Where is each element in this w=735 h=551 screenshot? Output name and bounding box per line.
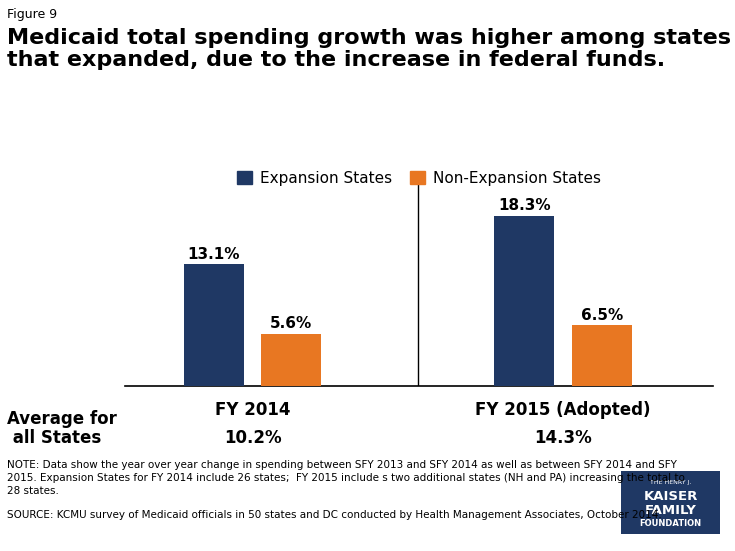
Text: 14.3%: 14.3% [534, 429, 592, 447]
Text: 6.5%: 6.5% [581, 307, 623, 323]
Text: FAMILY: FAMILY [645, 504, 697, 517]
Text: FOUNDATION: FOUNDATION [639, 519, 702, 528]
Bar [262, 334, 321, 386]
Text: Medicaid total spending growth was higher among states
that expanded, due to the: Medicaid total spending growth was highe… [7, 28, 731, 70]
Text: KAISER: KAISER [644, 490, 698, 503]
Bar [184, 264, 244, 386]
Bar [495, 216, 554, 386]
Text: 13.1%: 13.1% [187, 246, 240, 262]
Text: 5.6%: 5.6% [270, 316, 312, 331]
Text: 18.3%: 18.3% [498, 198, 551, 213]
Text: NOTE: Data show the year over year change in spending between SFY 2013 and SFY 2: NOTE: Data show the year over year chang… [7, 460, 685, 496]
Text: all States: all States [7, 429, 101, 447]
Legend: Expansion States, Non-Expansion States: Expansion States, Non-Expansion States [231, 165, 607, 192]
Text: FY 2014: FY 2014 [215, 402, 290, 419]
Text: FY 2015 (Adopted): FY 2015 (Adopted) [476, 402, 651, 419]
Text: Figure 9: Figure 9 [7, 8, 57, 21]
Text: Average for: Average for [7, 410, 117, 428]
Text: 10.2%: 10.2% [223, 429, 282, 447]
Text: THE HENRY J.: THE HENRY J. [650, 480, 692, 485]
Text: SOURCE: KCMU survey of Medicaid officials in 50 states and DC conducted by Healt: SOURCE: KCMU survey of Medicaid official… [7, 510, 662, 520]
Bar [572, 326, 632, 386]
